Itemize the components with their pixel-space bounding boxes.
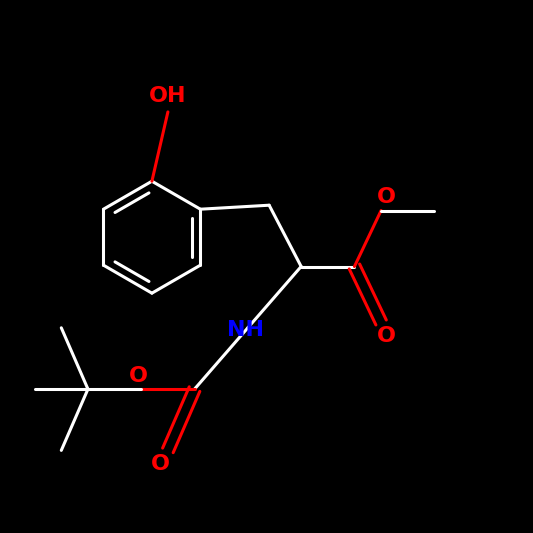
Text: O: O <box>377 326 396 346</box>
Text: O: O <box>129 366 148 386</box>
Text: O: O <box>150 454 169 474</box>
Text: NH: NH <box>227 320 264 341</box>
Text: O: O <box>377 187 396 207</box>
Text: OH: OH <box>149 86 187 106</box>
